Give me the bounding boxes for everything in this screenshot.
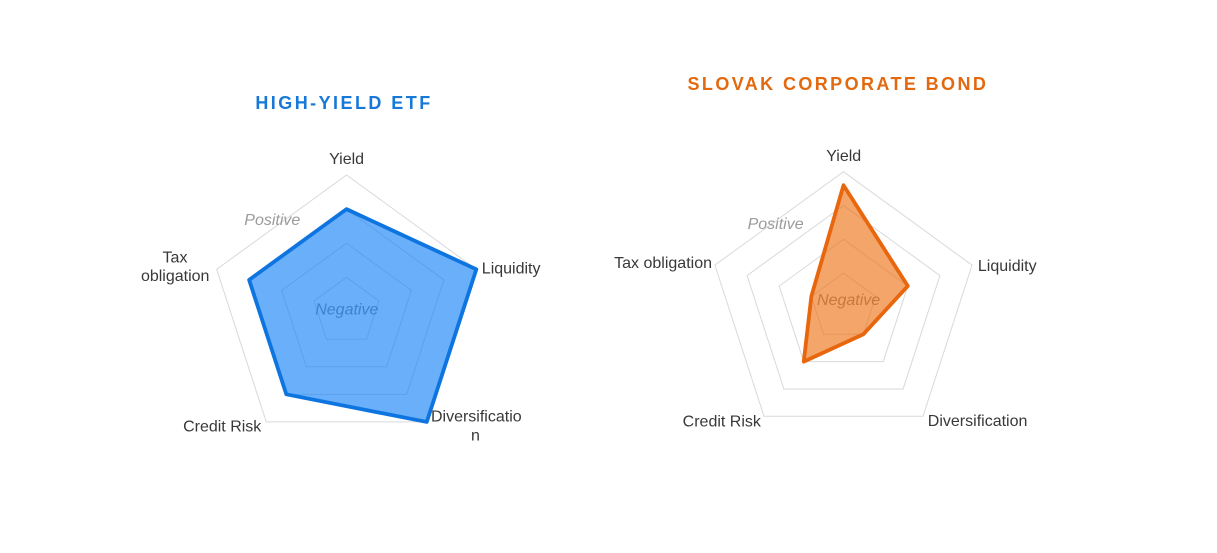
svg-text:Credit Risk: Credit Risk: [683, 413, 762, 430]
svg-text:Diversification: Diversification: [928, 413, 1028, 430]
svg-text:obligation: obligation: [141, 268, 210, 285]
svg-text:Yield: Yield: [826, 148, 861, 165]
svg-text:Positive: Positive: [748, 216, 804, 233]
svg-text:Liquidity: Liquidity: [978, 258, 1037, 275]
svg-text:Positive: Positive: [244, 212, 300, 229]
svg-text:SLOVAK CORPORATE BOND: SLOVAK CORPORATE BOND: [688, 74, 989, 94]
svg-text:Liquidity: Liquidity: [482, 261, 541, 278]
svg-text:Yield: Yield: [329, 151, 364, 168]
svg-text:n: n: [471, 427, 480, 444]
svg-text:Tax: Tax: [163, 250, 188, 267]
svg-text:HIGH-YIELD ETF: HIGH-YIELD ETF: [255, 93, 432, 113]
svg-text:Tax obligation: Tax obligation: [614, 255, 712, 272]
svg-text:Credit Risk: Credit Risk: [183, 419, 262, 436]
svg-text:Diversificatio: Diversificatio: [431, 408, 522, 425]
